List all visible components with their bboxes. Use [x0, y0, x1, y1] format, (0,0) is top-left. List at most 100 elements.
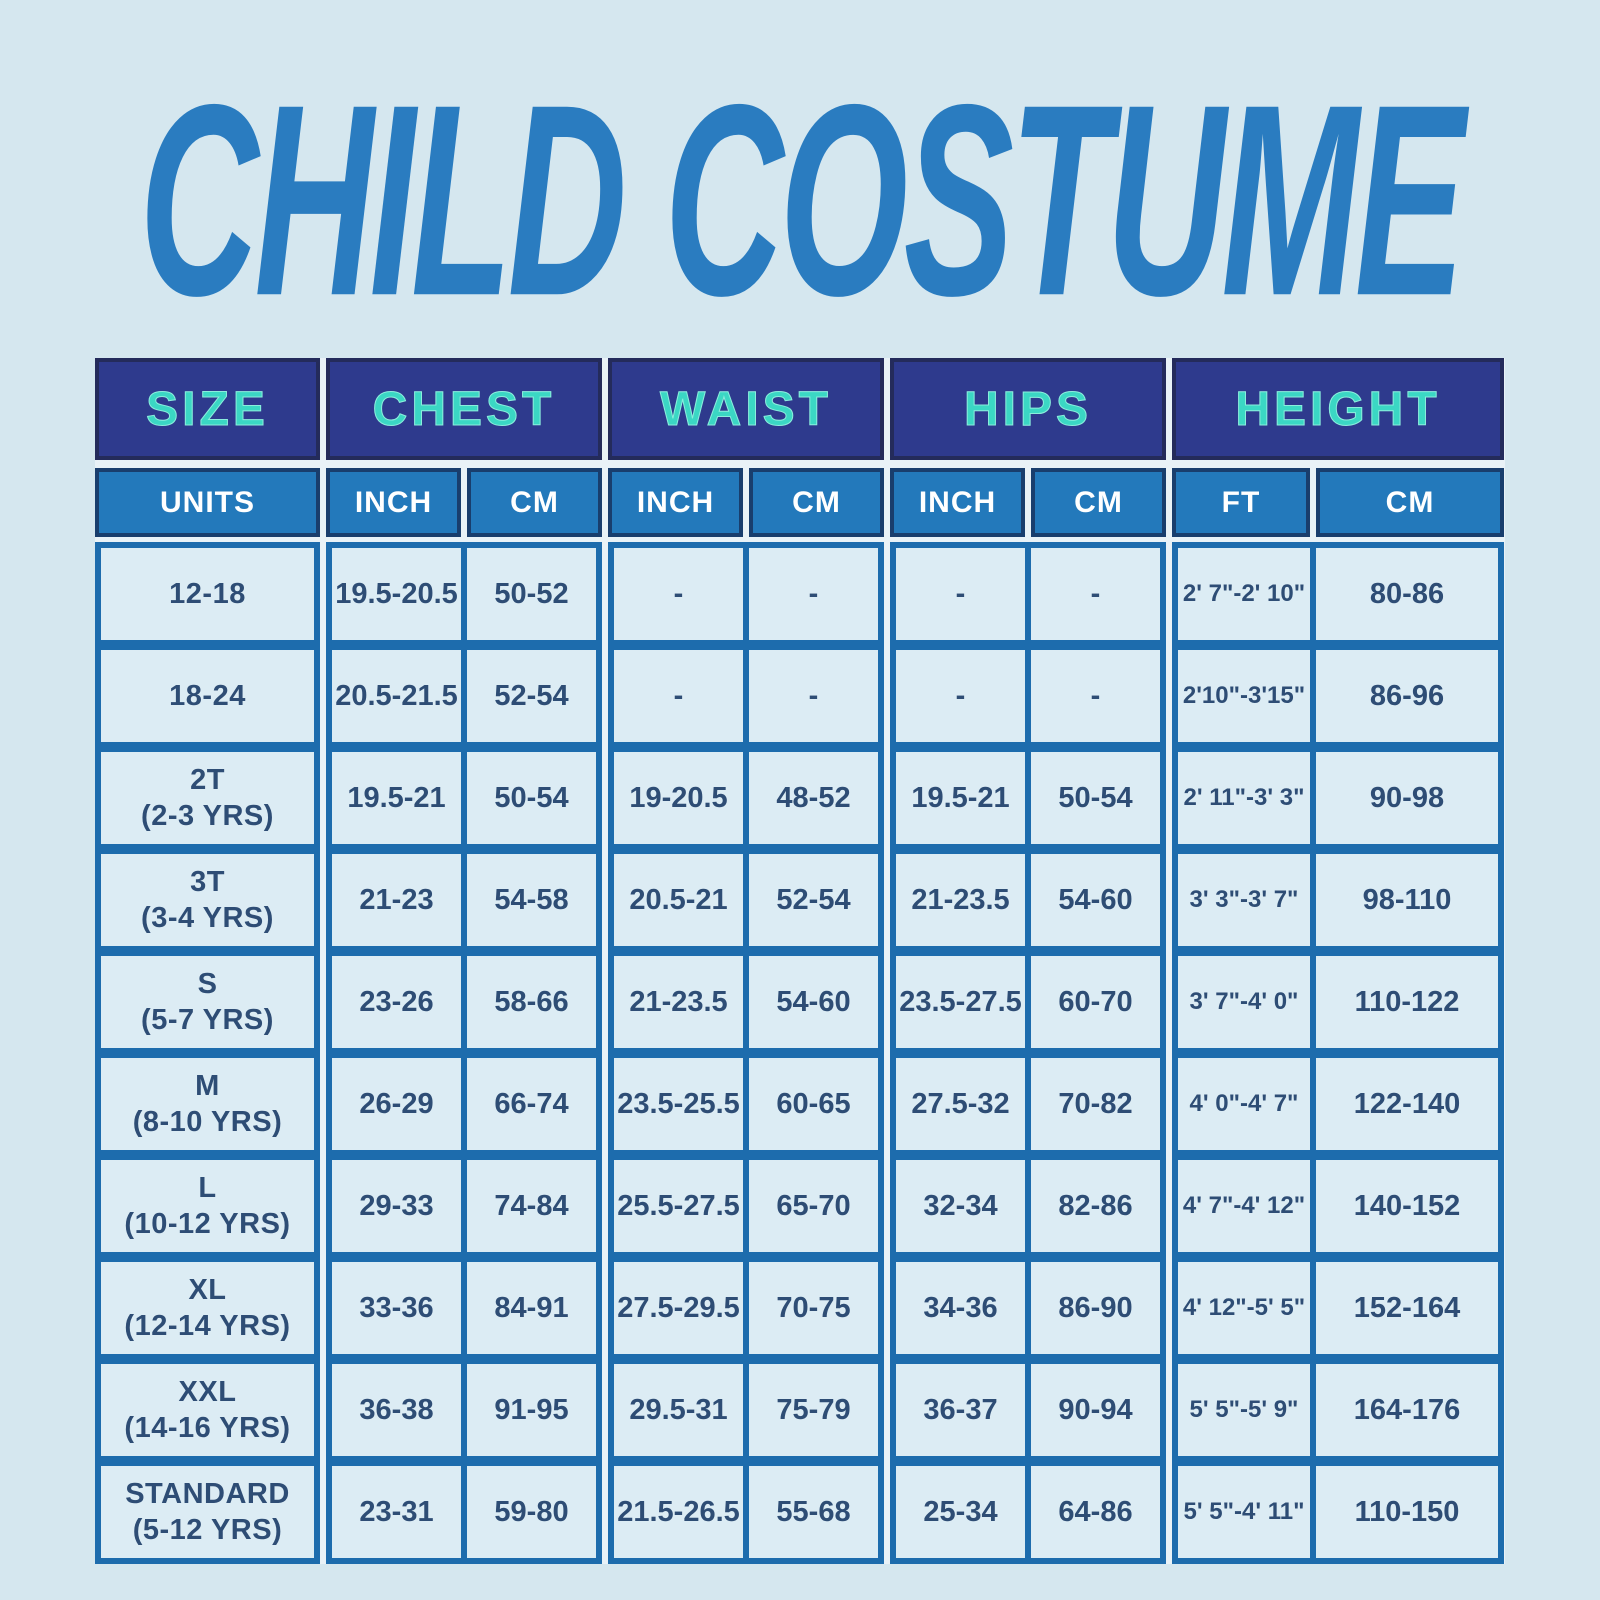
- unit-header-cm: CM: [1316, 468, 1504, 537]
- size-label: STANDARD: [125, 1477, 290, 1510]
- hips-group: 32-34 82-86: [890, 1154, 1166, 1258]
- waist-cm-cell: 54-60: [743, 950, 884, 1054]
- waist-cm-cell: -: [743, 644, 884, 748]
- waist-inch-cell: -: [608, 542, 749, 646]
- waist-group: 19-20.5 48-52: [608, 746, 884, 850]
- unit-header-inch: INCH: [326, 468, 461, 537]
- chest-cm-cell: 50-52: [461, 542, 602, 646]
- chest-cm-cell: 54-58: [461, 848, 602, 952]
- height-cm-cell: 122-140: [1310, 1052, 1504, 1156]
- height-group: 2'10"-3'15" 86-96: [1172, 644, 1504, 748]
- size-label: M: [195, 1069, 220, 1102]
- chest-inch-cell: 23-31: [326, 1460, 467, 1564]
- waist-group: 29.5-31 75-79: [608, 1358, 884, 1462]
- chest-cm-cell: 58-66: [461, 950, 602, 1054]
- waist-cm-cell: 70-75: [743, 1256, 884, 1360]
- hips-inch-cell: -: [890, 644, 1031, 748]
- size-cell: L (10-12 YRS): [95, 1154, 320, 1258]
- chest-group: 19.5-20.5 50-52: [326, 542, 602, 646]
- size-label: 18-24: [169, 679, 246, 712]
- waist-inch-cell: 21-23.5: [608, 950, 749, 1054]
- hips-group: 21-23.5 54-60: [890, 848, 1166, 952]
- chest-inch-cell: 36-38: [326, 1358, 467, 1462]
- waist-group: 20.5-21 52-54: [608, 848, 884, 952]
- hips-cm-cell: -: [1025, 644, 1166, 748]
- hips-cm-cell: 90-94: [1025, 1358, 1166, 1462]
- waist-inch-cell: 20.5-21: [608, 848, 749, 952]
- table-units-row: UNITS INCH CM INCH CM INCH CM FT CM: [95, 468, 1505, 537]
- chest-group: 21-23 54-58: [326, 848, 602, 952]
- waist-cm-cell: 52-54: [743, 848, 884, 952]
- waist-inch-cell: 19-20.5: [608, 746, 749, 850]
- hips-inch-cell: -: [890, 542, 1031, 646]
- hips-inch-cell: 21-23.5: [890, 848, 1031, 952]
- chest-cm-cell: 59-80: [461, 1460, 602, 1564]
- age-range-label: (5-7 YRS): [141, 1004, 274, 1036]
- hips-inch-cell: 19.5-21: [890, 746, 1031, 850]
- height-ft-cell: 4' 12"-5' 5": [1172, 1256, 1316, 1360]
- age-range-label: (2-3 YRS): [141, 800, 274, 832]
- hips-inch-cell: 32-34: [890, 1154, 1031, 1258]
- hips-group: --: [890, 542, 1166, 646]
- hips-cm-cell: 64-86: [1025, 1460, 1166, 1564]
- size-label: L: [198, 1171, 217, 1204]
- waist-inch-cell: 21.5-26.5: [608, 1460, 749, 1564]
- height-cm-cell: 80-86: [1310, 542, 1504, 646]
- height-ft-cell: 3' 7"-4' 0": [1172, 950, 1316, 1054]
- chest-group: 33-36 84-91: [326, 1256, 602, 1360]
- unit-header-group-height: FT CM: [1172, 468, 1504, 537]
- height-cm-cell: 110-122: [1310, 950, 1504, 1054]
- unit-header-group-chest: INCH CM: [326, 468, 602, 537]
- table-row-s: S (5-7 YRS) 23-26 58-66 21-23.5 54-60 23.5-27.…: [95, 950, 1505, 1054]
- waist-cm-cell: -: [743, 542, 884, 646]
- waist-inch-cell: 27.5-29.5: [608, 1256, 749, 1360]
- unit-header-group-waist: INCH CM: [608, 468, 884, 537]
- waist-group: 21-23.5 54-60: [608, 950, 884, 1054]
- size-cell: M (8-10 YRS): [95, 1052, 320, 1156]
- size-cell: S (5-7 YRS): [95, 950, 320, 1054]
- hips-inch-cell: 25-34: [890, 1460, 1031, 1564]
- chest-cm-cell: 74-84: [461, 1154, 602, 1258]
- table-row-standard: STANDARD (5-12 YRS) 23-31 59-80 21.5-26.5 55-…: [95, 1460, 1505, 1564]
- height-group: 2' 11"-3' 3" 90-98: [1172, 746, 1504, 850]
- age-range-label: (14-16 YRS): [124, 1412, 291, 1444]
- unit-header-units: UNITS: [95, 468, 320, 537]
- waist-cm-cell: 75-79: [743, 1358, 884, 1462]
- table-row-12-18: 12-18 19.5-20.5 50-52- - - -2' 7"-2' 10" 80-86: [95, 542, 1505, 646]
- table-body: 12-18 19.5-20.5 50-52- - - -2' 7"-2' 10" 80-86…: [95, 542, 1505, 1564]
- chest-group: 29-33 74-84: [326, 1154, 602, 1258]
- height-group: 5' 5"-5' 9" 164-176: [1172, 1358, 1504, 1462]
- size-label: S: [197, 967, 218, 1000]
- height-group: 2' 7"-2' 10" 80-86: [1172, 542, 1504, 646]
- chest-inch-cell: 26-29: [326, 1052, 467, 1156]
- size-cell: 2T (2-3 YRS): [95, 746, 320, 850]
- height-group: 3' 7"-4' 0" 110-122: [1172, 950, 1504, 1054]
- chest-group: 19.5-21 50-54: [326, 746, 602, 850]
- size-label: 12-18: [169, 577, 246, 610]
- age-range-label: (8-10 YRS): [132, 1106, 283, 1138]
- age-range-label: (12-14 YRS): [124, 1310, 291, 1342]
- waist-group: 21.5-26.5 55-68: [608, 1460, 884, 1564]
- size-cell: STANDARD (5-12 YRS): [95, 1460, 320, 1564]
- height-cm-cell: 90-98: [1310, 746, 1504, 850]
- table-row-m: M (8-10 YRS) 26-29 66-74 23.5-25.5 60-65 27.5-…: [95, 1052, 1505, 1156]
- height-group: 4' 12"-5' 5" 152-164: [1172, 1256, 1504, 1360]
- waist-inch-cell: 29.5-31: [608, 1358, 749, 1462]
- hips-group: 19.5-21 50-54: [890, 746, 1166, 850]
- table-row-18-24: 18-24 20.5-21.5 52-54- - - -2'10"-3'15" 86-96: [95, 644, 1505, 748]
- age-range-label: (10-12 YRS): [124, 1208, 291, 1240]
- hips-cm-cell: 54-60: [1025, 848, 1166, 952]
- table-row-xl: XL (12-14 YRS) 33-36 84-91 27.5-29.5 70-75 34-…: [95, 1256, 1505, 1360]
- size-cell: XL (12-14 YRS): [95, 1256, 320, 1360]
- hips-cm-cell: 82-86: [1025, 1154, 1166, 1258]
- size-label: 2T: [190, 763, 225, 796]
- hips-inch-cell: 34-36: [890, 1256, 1031, 1360]
- chest-inch-cell: 29-33: [326, 1154, 467, 1258]
- height-group: 4' 0"-4' 7" 122-140: [1172, 1052, 1504, 1156]
- hips-group: --: [890, 644, 1166, 748]
- height-ft-cell: 4' 7"-4' 12": [1172, 1154, 1316, 1258]
- waist-cm-cell: 60-65: [743, 1052, 884, 1156]
- table-group-header-row: SIZE CHEST WAIST HIPS HEIGHT: [95, 358, 1505, 460]
- height-group: 4' 7"-4' 12" 140-152: [1172, 1154, 1504, 1258]
- chest-inch-cell: 19.5-21: [326, 746, 467, 850]
